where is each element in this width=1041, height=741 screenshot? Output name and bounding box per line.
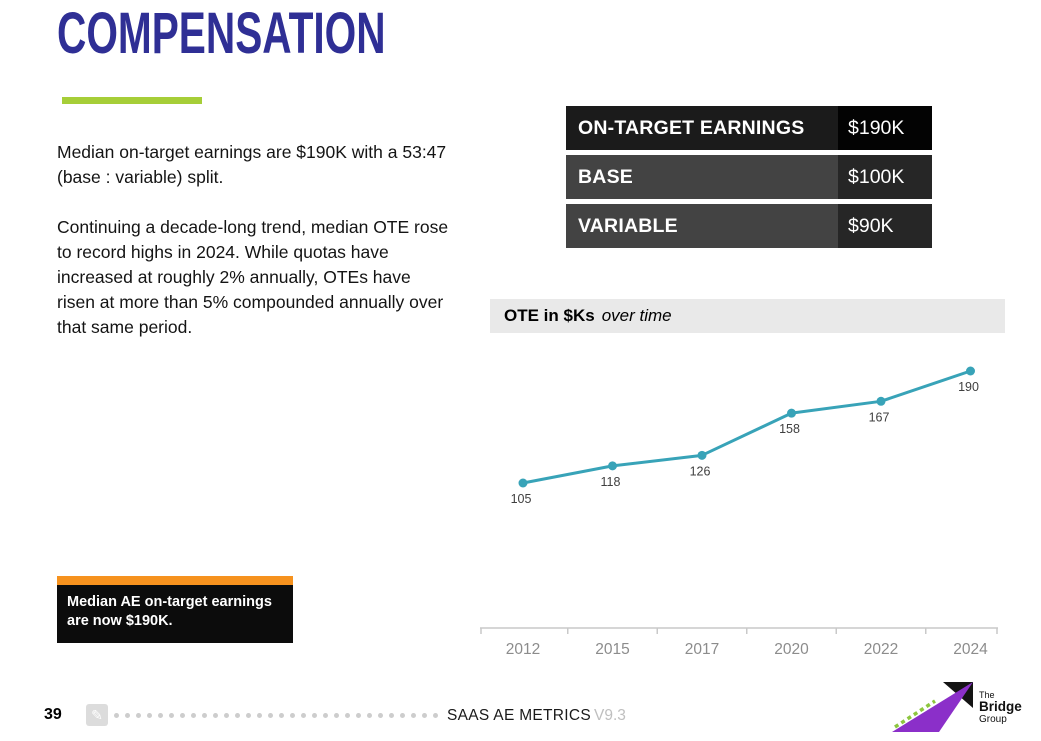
metric-label: VARIABLE xyxy=(566,204,838,248)
progress-dot xyxy=(279,713,284,718)
progress-dot xyxy=(290,713,295,718)
progress-dot xyxy=(367,713,372,718)
table-row-base: BASE $100K xyxy=(566,155,932,199)
svg-text:2022: 2022 xyxy=(864,641,898,658)
metrics-table: ON-TARGET EARNINGS $190K BASE $100K VARI… xyxy=(566,106,932,248)
svg-text:190: 190 xyxy=(958,380,979,394)
progress-dot xyxy=(246,713,251,718)
progress-dot xyxy=(158,713,163,718)
progress-dot xyxy=(323,713,328,718)
metric-label: ON-TARGET EARNINGS xyxy=(566,106,838,150)
svg-text:167: 167 xyxy=(869,410,890,424)
progress-dot xyxy=(433,713,438,718)
page-title: COMPENSATION xyxy=(57,1,386,66)
svg-text:2015: 2015 xyxy=(595,641,629,658)
logo-line-bridge: Bridge xyxy=(979,699,1022,715)
progress-dot xyxy=(334,713,339,718)
svg-text:2020: 2020 xyxy=(774,641,809,658)
progress-dots xyxy=(114,713,438,718)
doc-version: V9.3 xyxy=(594,707,626,724)
progress-dot xyxy=(389,713,394,718)
svg-text:2024: 2024 xyxy=(953,641,988,658)
progress-dot xyxy=(345,713,350,718)
progress-dot xyxy=(411,713,416,718)
intro-paragraph: Median on-target earnings are $190K with… xyxy=(57,142,447,187)
callout-text: Median AE on-target earnings are now $19… xyxy=(57,585,293,643)
metric-value: $100K xyxy=(838,155,932,199)
progress-dot xyxy=(191,713,196,718)
svg-text:126: 126 xyxy=(690,464,711,478)
progress-dot xyxy=(125,713,130,718)
table-row-ote: ON-TARGET EARNINGS $190K xyxy=(566,106,932,150)
callout: Median AE on-target earnings are now $19… xyxy=(57,576,293,643)
progress-dot xyxy=(180,713,185,718)
progress-dot xyxy=(235,713,240,718)
progress-dot xyxy=(114,713,119,718)
metric-value: $190K xyxy=(838,106,932,150)
callout-accent-bar xyxy=(57,576,293,585)
title-accent-line xyxy=(62,97,202,104)
svg-text:118: 118 xyxy=(601,475,621,489)
progress-dot xyxy=(257,713,262,718)
progress-dot xyxy=(268,713,273,718)
metric-value: $90K xyxy=(838,204,932,248)
progress-dot xyxy=(356,713,361,718)
progress-dot xyxy=(213,713,218,718)
chart-header: OTE in $Ks over time xyxy=(490,299,1005,333)
metric-label: BASE xyxy=(566,155,838,199)
svg-text:2012: 2012 xyxy=(506,641,540,658)
progress-dot xyxy=(378,713,383,718)
logo-line-the: The xyxy=(979,689,995,700)
svg-text:158: 158 xyxy=(779,422,800,436)
svg-text:105: 105 xyxy=(511,492,532,506)
table-row-variable: VARIABLE $90K xyxy=(566,204,932,248)
trend-paragraph: Continuing a decade-long trend, median O… xyxy=(57,217,449,337)
progress-dot xyxy=(400,713,405,718)
progress-dot xyxy=(301,713,306,718)
logo-line-group: Group xyxy=(979,713,1007,725)
progress-dot xyxy=(312,713,317,718)
bridge-group-logo: The Bridge Group xyxy=(891,682,1022,734)
progress-dot xyxy=(224,713,229,718)
chart-title: OTE in $Ks xyxy=(504,306,595,325)
doc-title: SAAS AE METRICS xyxy=(447,707,592,724)
svg-text:2017: 2017 xyxy=(685,641,719,658)
ote-line-chart: 105 2012 118 2015 126 2017 158 2020 167 2022 190 20… xyxy=(480,366,998,658)
progress-dot xyxy=(147,713,152,718)
logo-text: The Bridge Group xyxy=(979,689,1022,725)
progress-dot xyxy=(169,713,174,718)
progress-dot xyxy=(136,713,141,718)
bridge-logo-mark xyxy=(892,682,973,732)
progress-dot xyxy=(422,713,427,718)
page-number: 39 xyxy=(44,706,62,723)
pencil-icon: ✎ xyxy=(86,704,108,726)
progress-dot xyxy=(202,713,207,718)
chart-subtitle: over time xyxy=(601,306,672,325)
